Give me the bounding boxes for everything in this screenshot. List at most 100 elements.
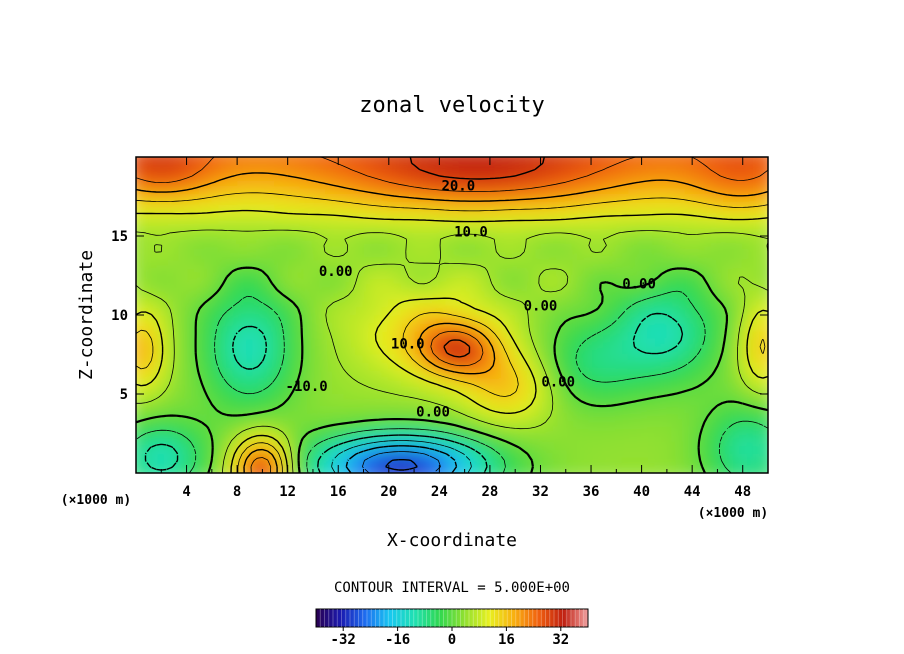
field-cell xyxy=(514,338,523,348)
field-cell xyxy=(723,369,731,379)
field-cell xyxy=(293,157,301,158)
field-cell xyxy=(356,157,365,158)
field-cell xyxy=(679,211,687,221)
field-cell xyxy=(660,369,668,379)
field-cell xyxy=(445,346,453,355)
field-cell xyxy=(527,290,535,300)
field-cell xyxy=(546,172,554,182)
field-cell xyxy=(381,164,390,174)
field-cell xyxy=(154,172,162,182)
field-cell xyxy=(476,346,485,355)
field-cell xyxy=(571,361,579,371)
field-cell xyxy=(577,164,586,174)
field-cell xyxy=(325,227,333,237)
field-cell xyxy=(154,369,162,379)
field-cell xyxy=(186,282,194,292)
field-cell xyxy=(716,464,725,473)
field-cell xyxy=(363,354,371,363)
field-cell xyxy=(539,354,548,363)
field-cell xyxy=(369,157,377,166)
field-cell xyxy=(154,275,162,284)
field-cell xyxy=(344,235,352,245)
field-cell xyxy=(704,180,712,190)
field-cell xyxy=(160,448,169,458)
field-cell xyxy=(546,235,554,245)
field-cell xyxy=(236,330,244,340)
field-cell xyxy=(571,306,579,316)
field-cell xyxy=(236,464,244,473)
field-cell xyxy=(179,314,188,324)
field-cell xyxy=(565,203,573,213)
field-cell xyxy=(748,338,756,348)
field-cell xyxy=(546,361,554,371)
field-cell xyxy=(502,377,510,387)
field-cell xyxy=(615,157,624,166)
field-cell xyxy=(723,425,731,434)
field-cell xyxy=(672,393,681,403)
field-cell xyxy=(173,433,181,442)
field-cell xyxy=(558,369,567,379)
field-cell xyxy=(464,267,472,276)
field-cell xyxy=(476,377,485,387)
field-cell xyxy=(514,440,523,450)
field-cell xyxy=(660,346,668,355)
field-cell xyxy=(495,298,504,308)
field-cell xyxy=(634,448,643,458)
field-cell xyxy=(337,227,346,237)
field-cell xyxy=(647,448,655,458)
field-cell xyxy=(400,157,409,166)
field-cell xyxy=(318,306,327,316)
field-cell xyxy=(198,219,207,229)
field-cell xyxy=(211,393,219,403)
field-cell xyxy=(299,290,308,300)
field-cell xyxy=(457,282,466,292)
field-cell xyxy=(761,203,768,213)
field-cell xyxy=(672,306,681,316)
field-cell xyxy=(653,440,662,450)
field-cell xyxy=(603,196,611,205)
field-cell xyxy=(369,401,377,411)
field-cell xyxy=(514,243,523,253)
field-cell xyxy=(527,314,535,324)
field-cell xyxy=(742,456,750,466)
field-cell xyxy=(729,243,737,253)
field-cell xyxy=(546,243,554,253)
field-cell xyxy=(464,330,472,340)
field-cell xyxy=(261,456,270,466)
field-cell xyxy=(179,243,188,253)
field-cell xyxy=(432,243,440,253)
field-cell xyxy=(546,385,554,395)
field-cell xyxy=(419,330,428,340)
field-cell xyxy=(160,346,169,355)
field-cell xyxy=(255,433,263,442)
field-cell xyxy=(369,157,377,158)
field-cell xyxy=(761,314,768,324)
field-cell xyxy=(186,456,194,466)
field-cell xyxy=(331,401,339,411)
field-cell xyxy=(363,243,371,253)
field-cell xyxy=(249,235,257,245)
field-cell xyxy=(679,393,687,403)
field-cell xyxy=(596,440,605,450)
field-cell xyxy=(628,322,636,332)
field-cell xyxy=(186,157,194,166)
contour-line xyxy=(385,459,418,471)
x-tick-label: 32 xyxy=(532,484,549,500)
field-cell xyxy=(476,290,485,300)
field-cell xyxy=(641,425,649,434)
field-cell xyxy=(603,385,611,395)
field-cell xyxy=(660,385,668,395)
field-cell xyxy=(704,298,712,308)
field-cell xyxy=(148,290,156,300)
field-cell xyxy=(653,172,662,182)
field-cell xyxy=(742,298,750,308)
field-cell xyxy=(590,282,598,292)
field-cell xyxy=(622,235,630,245)
field-cell xyxy=(565,425,573,434)
field-cell xyxy=(489,235,497,245)
field-cell xyxy=(236,180,244,190)
field-cell xyxy=(192,251,200,261)
field-cell xyxy=(337,259,346,269)
field-cell xyxy=(748,314,756,324)
field-cell xyxy=(508,211,516,221)
